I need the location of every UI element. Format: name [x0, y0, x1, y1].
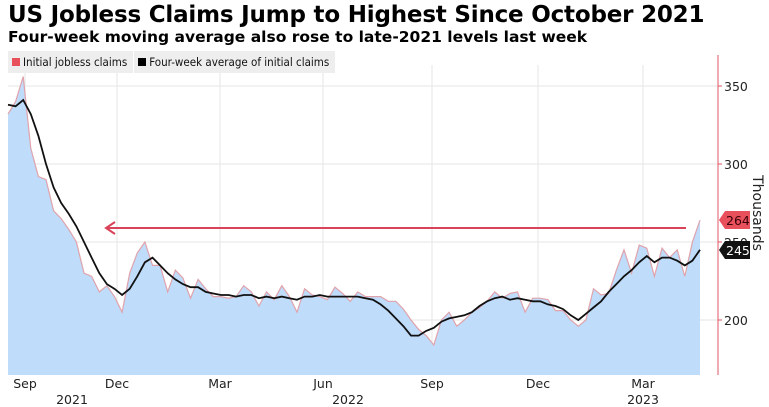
svg-text:Mar: Mar [631, 376, 655, 391]
svg-text:200: 200 [724, 313, 748, 328]
svg-text:Dec: Dec [526, 376, 550, 391]
x-axis-ticks: Sep Dec Mar Jun Sep Dec Mar 2021 2022 2023 [13, 376, 659, 407]
legend-item-average: Four-week average of initial claims [133, 51, 335, 73]
svg-text:Sep: Sep [13, 376, 37, 391]
legend: Initial jobless claims Four-week average… [8, 51, 336, 73]
legend-item-claims: Initial jobless claims [8, 51, 133, 73]
svg-text:2023: 2023 [627, 392, 659, 407]
last-value-labels: 264 245 [719, 211, 750, 259]
claims-area [8, 76, 700, 375]
legend-swatch-red [12, 58, 20, 66]
svg-text:2022: 2022 [332, 392, 364, 407]
svg-text:Dec: Dec [105, 376, 129, 391]
legend-label-average: Four-week average of initial claims [149, 55, 330, 69]
arrow-annotation [104, 221, 686, 235]
svg-text:Sep: Sep [420, 376, 444, 391]
average-line [7, 98, 701, 337]
chart-title: US Jobless Claims Jump to Highest Since … [8, 2, 705, 28]
svg-text:350: 350 [724, 79, 748, 94]
svg-text:245: 245 [726, 243, 750, 258]
svg-text:300: 300 [724, 157, 748, 172]
y-axis-ticks: 200250300350 [718, 79, 748, 328]
svg-text:2021: 2021 [56, 392, 88, 407]
chart-subtitle: Four-week moving average also rose to la… [8, 28, 588, 46]
svg-text:Mar: Mar [208, 376, 232, 391]
legend-swatch-black [138, 58, 147, 66]
legend-label-claims: Initial jobless claims [23, 55, 128, 69]
y-axis-label: Thousands [749, 174, 765, 251]
svg-text:264: 264 [726, 213, 750, 228]
svg-text:Jun: Jun [312, 376, 333, 391]
